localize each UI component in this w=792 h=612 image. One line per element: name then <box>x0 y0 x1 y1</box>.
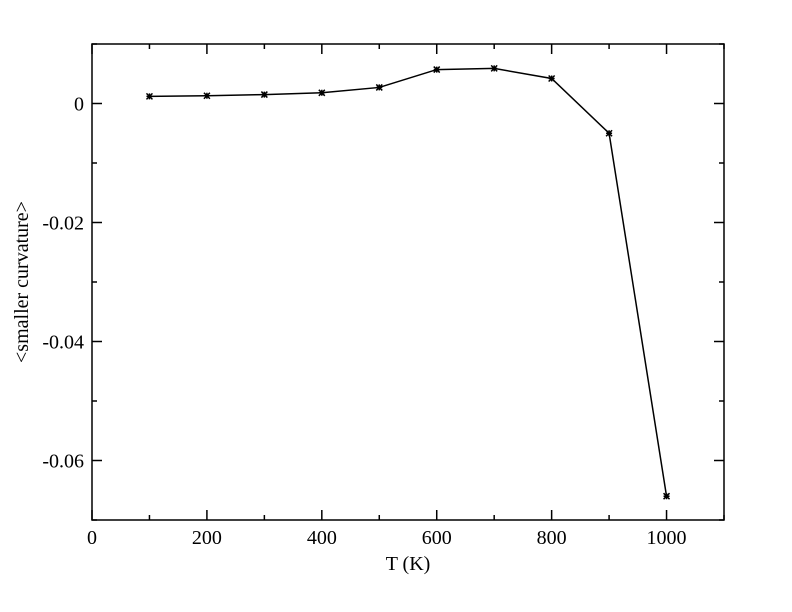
y-axis-label: <smaller curvature> <box>11 201 33 363</box>
y-tick-label: 0 <box>74 94 84 116</box>
y-tick-label: -0.04 <box>42 332 84 354</box>
x-tick-label: 1000 <box>647 527 687 549</box>
data-point <box>605 129 613 137</box>
data-point <box>145 92 153 100</box>
data-point <box>433 66 441 74</box>
y-tick-label: -0.06 <box>42 451 84 473</box>
x-tick-label: 600 <box>422 527 452 549</box>
data-point <box>663 492 671 500</box>
x-tick-label: 400 <box>307 527 337 549</box>
x-axis-label: T (K) <box>386 553 431 575</box>
data-point <box>318 89 326 97</box>
x-tick-label: 800 <box>537 527 567 549</box>
plot-frame <box>91 43 725 521</box>
data-point <box>203 92 211 100</box>
data-point <box>490 64 498 72</box>
data-line <box>149 67 668 497</box>
y-tick-label: -0.02 <box>42 213 84 235</box>
data-point <box>548 74 556 83</box>
x-tick-label: 200 <box>192 527 222 549</box>
x-tick-label: 0 <box>87 527 97 549</box>
data-point <box>260 91 268 99</box>
data-point <box>375 83 383 91</box>
